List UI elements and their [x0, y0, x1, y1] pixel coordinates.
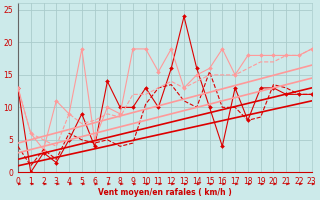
- X-axis label: Vent moyen/en rafales ( km/h ): Vent moyen/en rafales ( km/h ): [98, 188, 232, 197]
